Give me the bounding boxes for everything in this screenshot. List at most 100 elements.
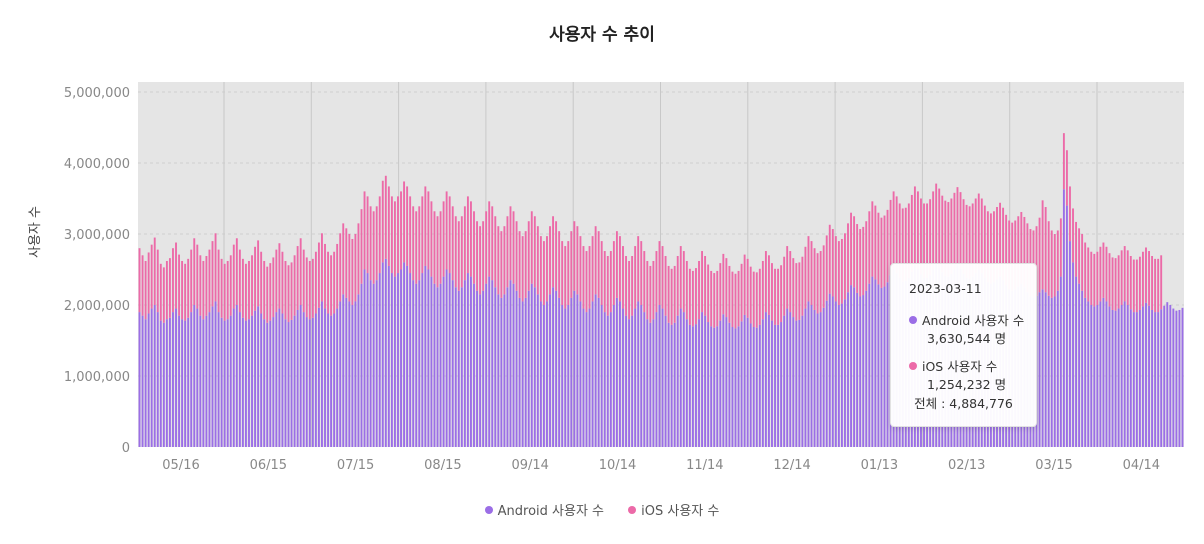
bar-ios[interactable] [1059, 218, 1062, 277]
bar-ios[interactable] [418, 206, 421, 281]
bar-ios[interactable] [786, 246, 789, 309]
bar-android[interactable] [232, 308, 235, 447]
bar-ios[interactable] [324, 243, 326, 309]
bar-ios[interactable] [205, 256, 208, 316]
bar-ios[interactable] [956, 187, 959, 266]
bar-android[interactable] [269, 320, 272, 447]
bar-android[interactable] [789, 312, 792, 447]
bar-android[interactable] [345, 297, 348, 447]
bar-ios[interactable] [348, 234, 351, 302]
bar-ios[interactable] [996, 207, 998, 280]
bar-android[interactable] [457, 290, 460, 447]
bar-ios[interactable] [1126, 250, 1129, 305]
bar-android[interactable] [539, 301, 542, 447]
bar-android[interactable] [172, 312, 174, 447]
bar-android[interactable] [649, 322, 652, 447]
bar-android[interactable] [682, 312, 685, 447]
bar-ios[interactable] [1002, 207, 1005, 281]
bar-android[interactable] [390, 273, 393, 447]
bar-ios[interactable] [993, 211, 995, 283]
bar-ios[interactable] [1138, 256, 1141, 310]
bar-android[interactable] [1075, 276, 1077, 447]
bar-android[interactable] [1166, 302, 1169, 447]
bar-android[interactable] [1087, 301, 1090, 447]
bar-ios[interactable] [1005, 214, 1008, 286]
bar-ios[interactable] [774, 268, 776, 325]
bar-ios[interactable] [330, 255, 333, 316]
bar-ios[interactable] [290, 262, 293, 320]
bar-android[interactable] [162, 322, 165, 447]
bar-ios[interactable] [172, 248, 174, 313]
bar-ios[interactable] [962, 199, 965, 274]
bar-ios[interactable] [1087, 247, 1090, 302]
bar-android[interactable] [844, 299, 846, 447]
bar-android[interactable] [357, 294, 360, 447]
bar-android[interactable] [181, 319, 184, 447]
bar-android[interactable] [375, 280, 378, 447]
bar-android[interactable] [704, 315, 707, 447]
bar-ios[interactable] [162, 267, 165, 323]
bar-ios[interactable] [506, 216, 509, 288]
bar-ios[interactable] [740, 263, 743, 322]
bar-ios[interactable] [847, 223, 849, 293]
bar-ios[interactable] [269, 263, 272, 321]
bar-ios[interactable] [527, 221, 530, 291]
bar-ios[interactable] [421, 196, 424, 274]
bar-ios[interactable] [859, 229, 862, 297]
bar-ios[interactable] [813, 248, 816, 310]
bar-android[interactable] [695, 324, 697, 447]
bar-android[interactable] [211, 306, 214, 447]
bar-ios[interactable] [366, 196, 369, 274]
bar-ios[interactable] [1069, 186, 1071, 242]
bar-ios[interactable] [254, 246, 257, 311]
bar-ios[interactable] [600, 241, 603, 305]
bar-android[interactable] [494, 287, 497, 447]
bar-android[interactable] [795, 320, 798, 447]
bar-android[interactable] [314, 313, 317, 447]
bar-ios[interactable] [272, 257, 275, 318]
bar-ios[interactable] [257, 240, 260, 307]
bar-android[interactable] [290, 319, 293, 447]
bar-ios[interactable] [397, 196, 399, 274]
bar-android[interactable] [327, 313, 329, 447]
bar-android[interactable] [871, 276, 874, 447]
bar-android[interactable] [497, 294, 500, 447]
bar-ios[interactable] [284, 260, 287, 320]
bar-ios[interactable] [983, 205, 986, 279]
bar-android[interactable] [1154, 312, 1157, 447]
bar-ios[interactable] [853, 216, 856, 288]
bar-ios[interactable] [509, 206, 512, 281]
bar-ios[interactable] [1160, 255, 1163, 310]
bar-ios[interactable] [381, 180, 384, 263]
bar-ios[interactable] [144, 260, 147, 320]
bar-android[interactable] [880, 287, 883, 447]
bar-android[interactable] [549, 294, 551, 447]
bar-ios[interactable] [470, 201, 472, 277]
bar-ios[interactable] [929, 199, 932, 276]
bar-ios[interactable] [220, 258, 223, 318]
bar-ios[interactable] [555, 221, 558, 291]
bar-ios[interactable] [573, 221, 576, 291]
bar-ios[interactable] [1020, 211, 1023, 284]
bar-android[interactable] [768, 314, 770, 447]
bar-ios[interactable] [235, 238, 238, 305]
bar-ios[interactable] [588, 246, 591, 309]
bar-android[interactable] [424, 265, 427, 447]
bar-ios[interactable] [910, 194, 913, 272]
bar-ios[interactable] [707, 264, 710, 323]
bar-ios[interactable] [606, 256, 609, 316]
bar-ios[interactable] [628, 260, 631, 320]
bar-android[interactable] [679, 308, 682, 447]
bar-ios[interactable] [625, 256, 627, 316]
bar-ios[interactable] [926, 203, 929, 279]
bar-android[interactable] [366, 273, 369, 447]
bar-ios[interactable] [564, 246, 567, 309]
bar-ios[interactable] [165, 260, 168, 320]
bar-ios[interactable] [725, 258, 728, 318]
bar-android[interactable] [701, 312, 703, 447]
bar-android[interactable] [1169, 305, 1172, 447]
bar-android[interactable] [822, 307, 825, 447]
bar-android[interactable] [1160, 309, 1163, 447]
bar-ios[interactable] [950, 198, 953, 274]
bar-android[interactable] [676, 315, 679, 447]
